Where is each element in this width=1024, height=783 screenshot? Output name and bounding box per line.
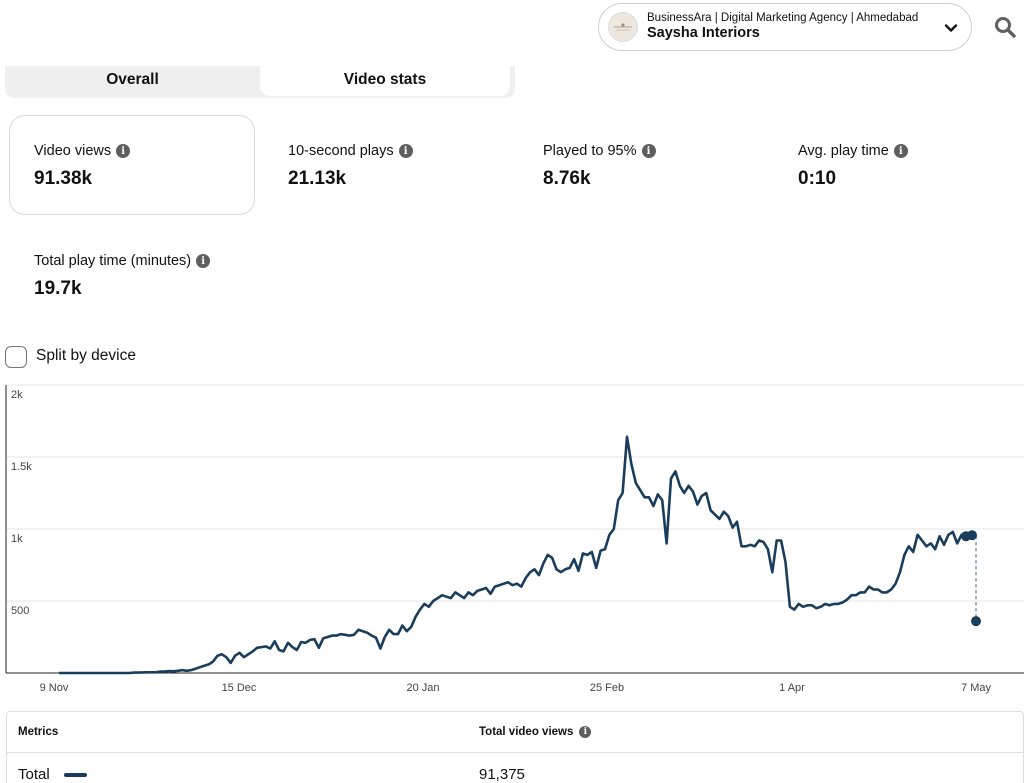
column-header-total-video-views: Total video views i	[479, 726, 592, 738]
y-tick-label: 2k	[11, 389, 23, 401]
metric-value: 91.38k	[34, 168, 93, 189]
y-tick-label: 1k	[11, 533, 23, 545]
info-icon[interactable]: i	[398, 144, 413, 158]
x-tick-label: 20 Jan	[406, 682, 439, 694]
metric-card-selected[interactable]	[9, 115, 255, 215]
metric-video-views[interactable]: Video views i 91.38k	[34, 143, 131, 190]
metric-label: Played to 95%	[543, 143, 637, 159]
metric-played-to-95[interactable]: Played to 95% i 8.76k	[543, 143, 656, 190]
x-tick-label: 25 Feb	[590, 682, 624, 694]
stats-tabs: Overall Video stats	[5, 66, 515, 98]
x-tick-label: 15 Dec	[222, 682, 257, 694]
search-icon[interactable]	[993, 15, 1017, 39]
metric-label: Total play time (minutes)	[34, 253, 192, 269]
info-icon[interactable]: i	[196, 254, 211, 268]
table-header: Metrics Total video views i	[7, 712, 1023, 753]
legend-line-swatch	[63, 772, 87, 777]
split-by-device-checkbox[interactable]	[5, 346, 27, 368]
x-tick-label: 7 May	[961, 682, 991, 694]
table-row-total: Total	[18, 766, 87, 783]
metric-value: 0:10	[798, 168, 837, 189]
metric-avg-play-time[interactable]: Avg. play time i 0:10	[798, 143, 908, 190]
logo-icon	[614, 23, 632, 31]
info-icon[interactable]: i	[116, 144, 131, 158]
tab-overall[interactable]: Overall	[106, 71, 159, 88]
column-header-metrics: Metrics	[18, 726, 59, 738]
total-video-views-value: 91,375	[479, 766, 525, 783]
metric-10-second-plays[interactable]: 10-second plays i 21.13k	[288, 143, 413, 190]
info-icon[interactable]: i	[893, 144, 908, 158]
split-by-device-label[interactable]: Split by device	[36, 347, 136, 364]
metric-label: 10-second plays	[288, 143, 394, 159]
x-tick-label: 9 Nov	[40, 682, 69, 694]
metric-label: Avg. play time	[798, 143, 889, 159]
info-icon[interactable]: i	[641, 144, 656, 158]
metric-label: Video views	[34, 143, 112, 159]
series-line-total	[59, 435, 967, 675]
account-name: Saysha Interiors	[647, 25, 760, 41]
data-point	[971, 616, 981, 627]
account-switcher[interactable]: BusinessAra | Digital Marketing Agency |…	[598, 3, 972, 51]
metric-value: 21.13k	[288, 168, 347, 189]
metrics-table: Metrics Total video views i Total 91,375	[6, 711, 1024, 783]
x-tick-label: 1 Apr	[779, 682, 805, 694]
chevron-down-icon[interactable]	[943, 20, 959, 36]
metric-value: 19.7k	[34, 278, 82, 299]
info-icon[interactable]: i	[579, 726, 592, 738]
metric-total-play-time[interactable]: Total play time (minutes) i 19.7k	[34, 253, 211, 300]
account-subtitle: BusinessAra | Digital Marketing Agency |…	[647, 12, 919, 24]
tab-video-stats[interactable]: Video stats	[260, 66, 510, 96]
metric-value: 8.76k	[543, 168, 591, 189]
video-views-chart: 2k 1.5k 1k 500 9 Nov 15 Dec 20 Jan 25 Feb 1 Apr 7…	[5, 384, 1024, 694]
column-header-label: Total video views	[479, 726, 574, 738]
y-tick-label: 1.5k	[11, 461, 32, 473]
row-label: Total	[18, 766, 50, 783]
y-tick-label: 500	[11, 605, 29, 617]
data-point	[967, 530, 977, 541]
account-avatar	[608, 12, 638, 42]
